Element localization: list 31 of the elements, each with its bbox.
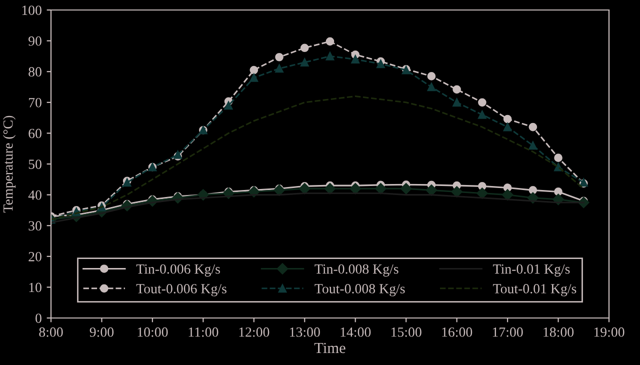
x-tick-label: 13:00	[290, 327, 320, 337]
legend-label: Tin-0.006 Kg/s	[136, 264, 220, 277]
legend-label: Tin-0.01 Kg/s	[493, 264, 570, 277]
x-tick-label: 8:00	[39, 327, 63, 337]
legend-label: Tout-0.006 Kg/s	[136, 284, 226, 296]
y-tick-label: 60	[28, 128, 42, 138]
x-tick-label: 12:00	[239, 327, 270, 337]
y-tick-label: 20	[28, 252, 42, 262]
legend-label: Tout-0.008 Kg/s	[314, 284, 405, 296]
y-axis-title: Temperature (°C)	[2, 116, 16, 213]
y-tick-label: 0	[36, 314, 42, 323]
y-tick-label: 70	[29, 98, 42, 108]
x-tick-label: 14:00	[340, 327, 371, 337]
y-tick-label: 10	[29, 282, 42, 292]
y-tick-label: 100	[22, 6, 42, 15]
x-tick-label: 9:00	[90, 327, 114, 337]
x-axis-title: Time	[314, 342, 346, 354]
x-tick-label: 17:00	[492, 327, 523, 337]
y-tick-label: 30	[28, 221, 42, 231]
x-tick-label: 18:00	[544, 327, 574, 337]
x-tick-label: 10:00	[138, 327, 168, 337]
y-tick-label: 50	[28, 160, 42, 169]
x-tick-label: 15:00	[391, 327, 422, 337]
y-tick-label: 80	[28, 67, 42, 77]
legend-label: Tout-0.01 Kg/s	[493, 284, 576, 296]
x-tick-label: 19:00	[594, 327, 624, 337]
y-tick-label: 90	[28, 36, 42, 46]
x-tick-label: 11:00	[188, 327, 218, 337]
x-tick-label: 16:00	[442, 327, 472, 337]
legend-label: Tin-0.008 Kg/s	[314, 264, 398, 277]
y-tick-label: 40	[28, 190, 42, 200]
